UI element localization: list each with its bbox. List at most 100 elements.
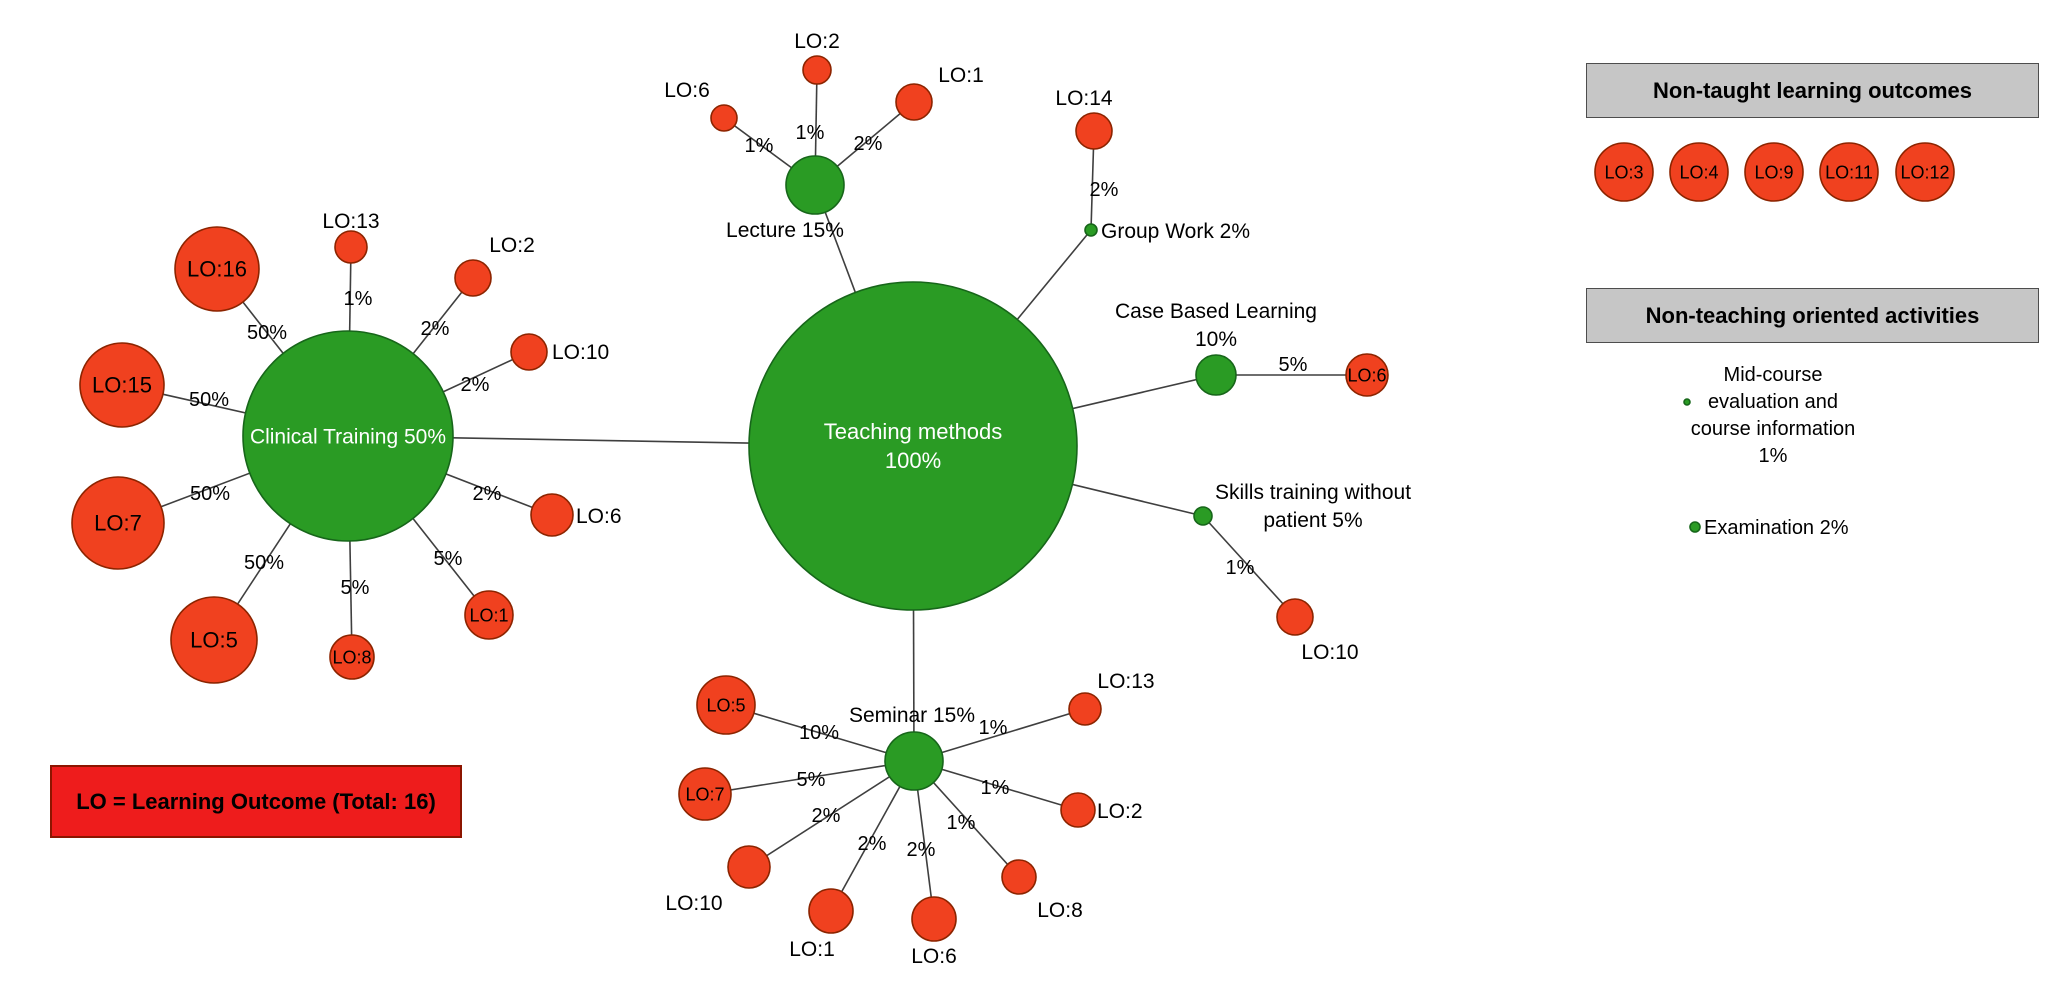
node-sem-lo7 xyxy=(678,767,732,821)
node-teaching xyxy=(748,281,1078,611)
edge-label-seminar-sem-lo10: 2% xyxy=(812,805,841,827)
node-lecture xyxy=(785,155,845,215)
node-nt-lo3 xyxy=(1594,142,1654,202)
edge-label-clinical-ct-lo15: 50% xyxy=(189,389,229,411)
node-label-cbl: 10% xyxy=(1195,328,1237,351)
edge-label-clinical-ct-lo10: 2% xyxy=(461,374,490,396)
node-ct-lo6 xyxy=(530,493,574,537)
node-cbl xyxy=(1195,354,1237,396)
node-label-clinical: Clinical Training 50% xyxy=(250,425,446,448)
node-label-midcourse: evaluation and xyxy=(1708,391,1838,413)
non-teaching-activities-header: Non-teaching oriented activities xyxy=(1586,288,2039,343)
node-label-ct-lo5: LO:5 xyxy=(190,628,238,653)
non-taught-outcomes-header: Non-taught learning outcomes xyxy=(1586,63,2039,118)
edge-skills-st-lo10 xyxy=(1202,515,1296,618)
node-st-lo10 xyxy=(1276,598,1314,636)
node-ct-lo8 xyxy=(329,634,375,680)
node-label-teaching: 100% xyxy=(885,448,941,473)
node-examination xyxy=(1689,521,1701,533)
node-ct-lo1 xyxy=(464,590,514,640)
node-label-sem-lo6: LO:6 xyxy=(911,945,957,968)
edge-label-seminar-sem-lo8: 1% xyxy=(947,812,976,834)
edge-label-seminar-sem-lo5: 10% xyxy=(799,722,839,744)
node-ct-lo7 xyxy=(71,476,165,570)
node-cbl-lo6 xyxy=(1345,353,1389,397)
node-midcourse xyxy=(1683,398,1691,406)
node-ct-lo10 xyxy=(510,333,548,371)
node-label-ct-lo8: LO:8 xyxy=(332,647,371,667)
node-label-ct-lo6: LO:6 xyxy=(576,505,622,528)
node-nt-lo11 xyxy=(1819,142,1879,202)
edge-label-seminar-sem-lo2: 1% xyxy=(981,777,1010,799)
edge-label-lecture-lec-lo1: 2% xyxy=(854,133,883,155)
node-label-gw-lo14: LO:14 xyxy=(1055,87,1113,110)
node-sem-lo5 xyxy=(696,675,756,735)
node-label-nt-lo4: LO:4 xyxy=(1679,162,1718,182)
node-label-sem-lo2: LO:2 xyxy=(1097,800,1143,823)
edge-label-seminar-sem-lo13: 1% xyxy=(979,717,1008,739)
edge-label-seminar-sem-lo7: 5% xyxy=(797,769,826,791)
node-label-ct-lo13: LO:13 xyxy=(322,210,379,233)
edge-label-clinical-ct-lo5: 50% xyxy=(244,552,284,574)
node-sem-lo8 xyxy=(1001,859,1037,895)
node-label-nt-lo11: LO:11 xyxy=(1825,162,1873,182)
edge-label-cbl-cbl-lo6: 5% xyxy=(1279,354,1308,376)
node-label-ct-lo10: LO:10 xyxy=(552,341,609,364)
edge-label-clinical-ct-lo16: 50% xyxy=(247,322,287,344)
node-label-ct-lo16: LO:16 xyxy=(187,257,247,282)
edge-label-clinical-ct-lo8: 5% xyxy=(341,577,370,599)
node-label-midcourse: 1% xyxy=(1759,445,1788,467)
node-ct-lo2 xyxy=(454,259,492,297)
node-ct-lo16 xyxy=(174,226,260,312)
node-nt-lo9 xyxy=(1744,142,1804,202)
node-label-seminar: Seminar 15% xyxy=(849,704,975,727)
edge-label-skills-st-lo10: 1% xyxy=(1226,557,1255,579)
edge-label-clinical-ct-lo2: 2% xyxy=(421,318,450,340)
edge-seminar-sem-lo5 xyxy=(725,704,915,762)
node-sem-lo1 xyxy=(808,888,854,934)
node-gw-lo14 xyxy=(1075,112,1113,150)
edge-label-seminar-sem-lo1: 2% xyxy=(858,833,887,855)
node-nt-lo12 xyxy=(1895,142,1955,202)
node-label-sem-lo7: LO:7 xyxy=(685,784,724,804)
edge-label-clinical-ct-lo6: 2% xyxy=(473,483,502,505)
edge-label-seminar-sem-lo6: 2% xyxy=(907,839,936,861)
node-label-ct-lo1: LO:1 xyxy=(469,605,508,625)
edge-label-groupwork-gw-lo14: 2% xyxy=(1090,179,1119,201)
node-lec-lo2 xyxy=(802,55,832,85)
node-label-teaching: Teaching methods xyxy=(824,419,1003,444)
lo-abbreviation-legend: LO = Learning Outcome (Total: 16) xyxy=(50,765,462,838)
node-ct-lo15 xyxy=(79,342,165,428)
node-label-cbl: Case Based Learning xyxy=(1115,300,1317,323)
node-ct-lo13 xyxy=(334,230,368,264)
node-label-sem-lo5: LO:5 xyxy=(706,695,745,715)
node-label-sem-lo8: LO:8 xyxy=(1037,899,1083,922)
node-label-skills: patient 5% xyxy=(1263,509,1362,532)
node-label-cbl-lo6: LO:6 xyxy=(1347,365,1386,385)
node-label-sem-lo10: LO:10 xyxy=(665,892,722,915)
node-label-lecture: Lecture 15% xyxy=(726,219,844,242)
node-label-midcourse: course information xyxy=(1691,418,1856,440)
node-ct-lo5 xyxy=(170,596,258,684)
node-label-groupwork: Group Work 2% xyxy=(1101,220,1250,243)
node-label-skills: Skills training without xyxy=(1215,481,1411,504)
node-label-ct-lo2: LO:2 xyxy=(489,234,535,257)
edge-seminar-sem-lo7 xyxy=(704,760,915,795)
edge-label-lecture-lec-lo2: 1% xyxy=(796,122,825,144)
node-groupwork xyxy=(1084,223,1098,237)
node-seminar xyxy=(884,731,944,791)
edge-label-lecture-lec-lo6: 1% xyxy=(745,135,774,157)
node-nt-lo4 xyxy=(1669,142,1729,202)
node-sem-lo13 xyxy=(1068,692,1102,726)
node-clinical xyxy=(242,330,454,542)
edge-label-clinical-ct-lo7: 50% xyxy=(190,483,230,505)
node-sem-lo2 xyxy=(1060,792,1096,828)
edge-label-clinical-ct-lo1: 5% xyxy=(434,548,463,570)
node-label-midcourse: Mid-course xyxy=(1724,364,1823,386)
edge-seminar-sem-lo10 xyxy=(748,760,915,868)
edge-label-clinical-ct-lo13: 1% xyxy=(344,288,373,310)
node-skills xyxy=(1193,506,1213,526)
node-label-examination: Examination 2% xyxy=(1704,517,1849,539)
node-label-nt-lo9: LO:9 xyxy=(1754,162,1793,182)
